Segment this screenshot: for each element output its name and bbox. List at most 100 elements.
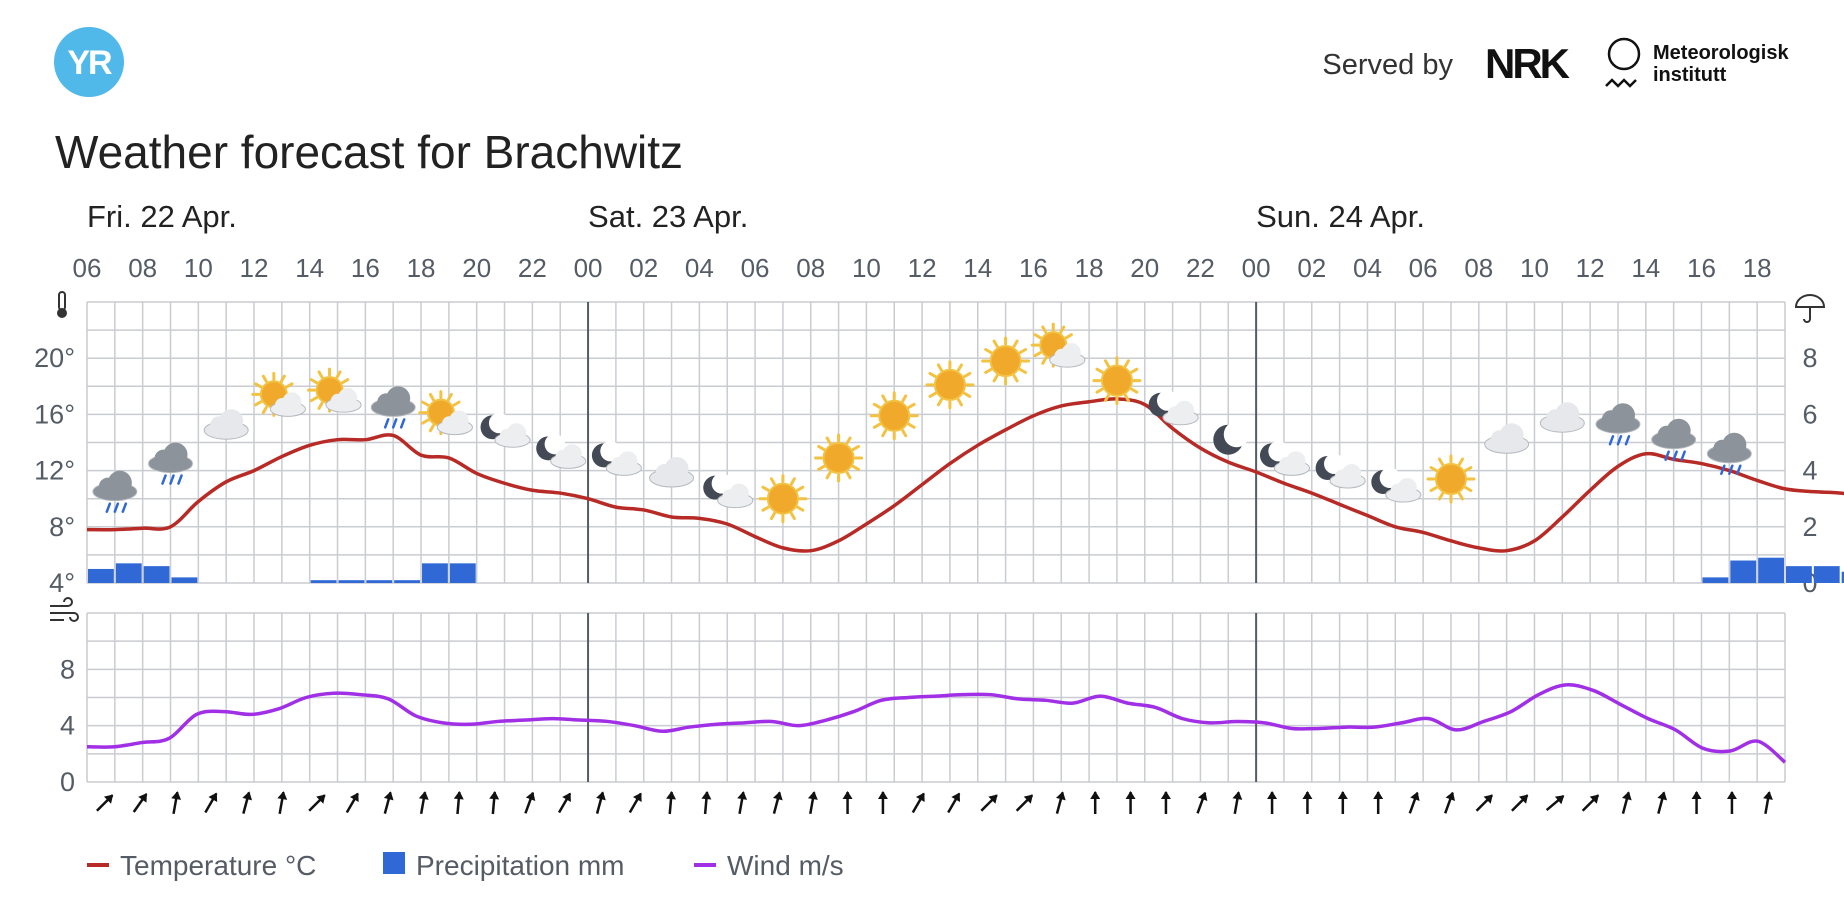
wind-direction-arrow [1125, 791, 1136, 814]
wind-direction-arrow [1196, 791, 1208, 814]
wind-direction-arrow [947, 792, 961, 814]
time-tick-label: 20 [1130, 253, 1159, 283]
partly-night-icon [1371, 467, 1422, 503]
wind-direction-arrow [807, 791, 818, 815]
wind-direction-arrow [1337, 791, 1348, 814]
time-tick-label: 16 [1019, 253, 1048, 283]
wind-direction-arrow [877, 791, 888, 814]
wind-direction-arrow [1763, 791, 1773, 815]
temperature-line [86, 397, 1844, 553]
wind-direction-arrow [1160, 791, 1171, 814]
cloud-icon [203, 409, 249, 440]
partly-night-icon [480, 412, 531, 448]
time-tick-label: 12 [240, 253, 269, 283]
time-tick-label: 06 [1409, 253, 1438, 283]
legend-temperature-label: Temperature °C [120, 850, 316, 881]
wind-direction-arrow [772, 791, 783, 814]
time-tick-label: 02 [629, 253, 658, 283]
time-tick-label: 18 [407, 253, 436, 283]
wind-direction-arrow [418, 791, 429, 815]
time-tick-label: 04 [1353, 253, 1382, 283]
thermometer-icon [57, 291, 67, 318]
wind-icon [50, 597, 79, 622]
wind-direction-arrow [308, 794, 326, 812]
temperature-tick-label: 8° [49, 512, 75, 542]
wind-direction-arrow [171, 791, 182, 815]
wind-direction-arrow [1015, 794, 1034, 812]
time-tick-label: 08 [128, 253, 157, 283]
wind-direction-arrow [1373, 791, 1384, 814]
partly-sunny-icon [418, 390, 473, 436]
wind-direction-arrow [1545, 794, 1565, 812]
time-tick-label: 06 [73, 253, 102, 283]
wind-direction-arrow [453, 791, 464, 815]
sun-icon [814, 433, 864, 483]
temperature-tick-label: 12° [34, 456, 75, 486]
wind-direction-arrow [595, 791, 606, 814]
time-tick-label: 04 [685, 253, 714, 283]
precipitation-tick-label: 4 [1802, 456, 1817, 486]
partly-night-icon [703, 473, 754, 509]
wind-direction-arrow [1408, 791, 1420, 814]
sun-icon [925, 360, 975, 410]
wind-direction-arrow [132, 793, 148, 813]
time-tick-label: 10 [852, 253, 881, 283]
precipitation-bar [1813, 566, 1840, 583]
time-tick-label: 16 [351, 253, 380, 283]
page-title: Weather forecast for Brachwitz [55, 126, 683, 178]
precipitation-bar [449, 563, 476, 583]
time-tick-label: 16 [1687, 253, 1716, 283]
legend: Temperature °C Precipitation mm Wind m/s [87, 850, 844, 881]
yr-logo[interactable] [54, 27, 124, 97]
cloud-rain-icon [1706, 432, 1752, 475]
cloud-icon [1484, 423, 1530, 454]
partly-sunny-icon [307, 367, 362, 413]
cloud-rain-icon [92, 470, 138, 513]
wind-direction-arrow [1302, 791, 1313, 814]
sun-icon [981, 336, 1031, 386]
served-by-label: Served by [1322, 49, 1453, 81]
time-tick-label: 22 [1186, 253, 1215, 283]
legend-precipitation-label: Precipitation mm [416, 850, 625, 881]
day-label: Sat. 23 Apr. [588, 199, 748, 234]
wind-direction-arrow [1581, 794, 1600, 812]
met-logo-wave [1605, 78, 1637, 88]
sun-icon [1426, 454, 1476, 504]
time-tick-label: 00 [574, 253, 603, 283]
wind-direction-arrow [524, 791, 536, 814]
time-tick-label: 20 [462, 253, 491, 283]
wind-direction-arrow [1657, 791, 1668, 814]
precipitation-bar [88, 568, 114, 583]
precipitation-bar [143, 566, 170, 583]
partly-night-icon [1148, 390, 1199, 426]
yr-logo-text: YR [67, 44, 112, 82]
sun-icon [758, 474, 808, 524]
temperature-tick-label: 4° [49, 568, 75, 598]
wind-direction-arrow [345, 792, 359, 814]
wind-direction-arrow [1475, 794, 1493, 812]
wind-tick-label: 0 [60, 767, 75, 797]
met-logo-line2: institutt [1653, 64, 1727, 86]
met-logo-line1: Meteorologisk [1653, 42, 1789, 64]
wind-direction-arrow [628, 792, 642, 814]
wind-direction-arrow [980, 794, 998, 812]
time-tick-label: 08 [1464, 253, 1493, 283]
wind-line [86, 682, 1787, 764]
nrk-logo[interactable]: NRK [1485, 40, 1573, 87]
precipitation-bar [1786, 566, 1812, 583]
temperature-tick-label: 20° [34, 343, 75, 373]
umbrella-icon [1794, 294, 1826, 323]
sun-icon [869, 391, 919, 441]
time-tick-label: 10 [1520, 253, 1549, 283]
legend-precipitation-swatch [383, 852, 405, 874]
precipitation-bar [422, 563, 448, 583]
cloud-rain-icon [1595, 403, 1641, 446]
time-tick-label: 00 [1242, 253, 1271, 283]
precipitation-tick-label: 2 [1802, 512, 1817, 542]
partly-night-icon [536, 433, 587, 469]
precipitation-bar [310, 580, 337, 583]
sun-icon [1092, 356, 1142, 406]
wind-direction-arrow [842, 791, 853, 814]
temperature-tick-label: 16° [34, 399, 75, 429]
